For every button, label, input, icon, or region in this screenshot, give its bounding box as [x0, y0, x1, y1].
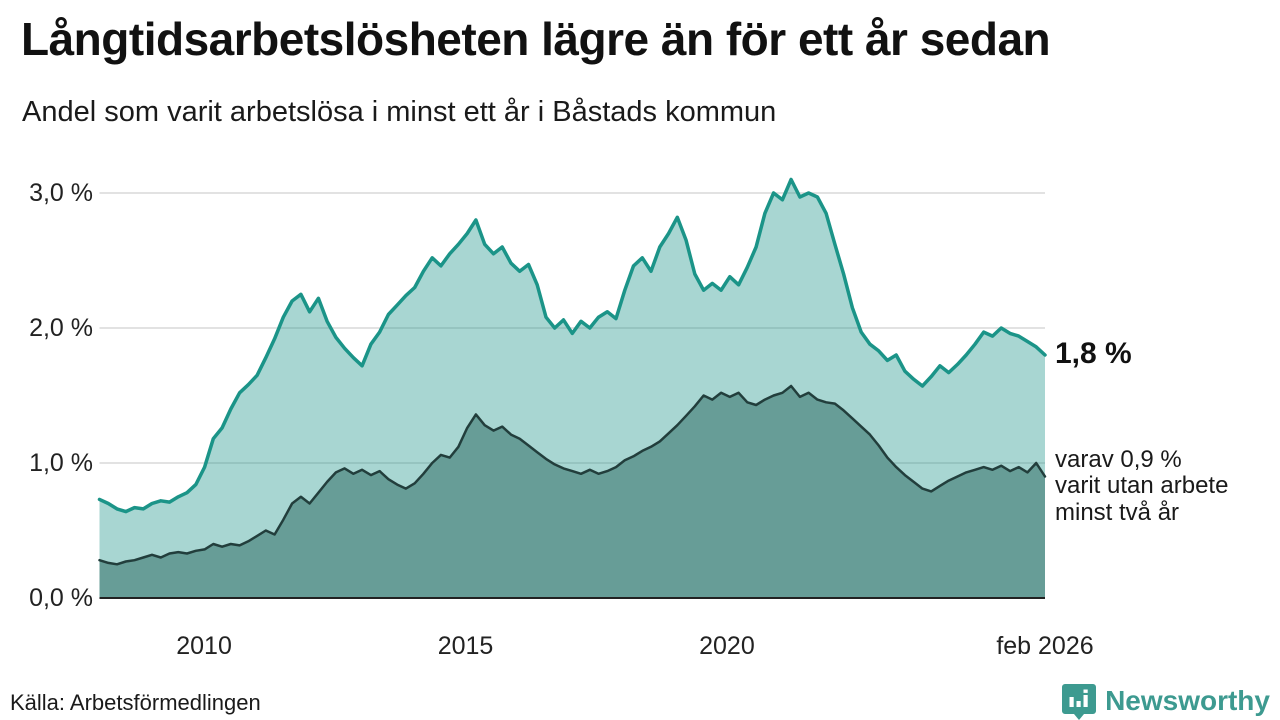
area-two-years-unemployed [99, 386, 1045, 598]
line-total-unemployed [97, 177, 1047, 514]
brand-logo-lockup: Newsworthy [1061, 682, 1270, 720]
y-tick-label: 1,0 % [29, 449, 93, 477]
source-attribution: Källa: Arbetsförmedlingen [10, 690, 261, 715]
page-title: Långtidsarbetslösheten lägre än för ett … [21, 13, 1051, 65]
x-tick-label: feb 2026 [996, 632, 1094, 660]
x-tick-label: 2020 [699, 632, 755, 660]
line-two-years-unemployed [98, 384, 1047, 566]
x-tick-label: 2010 [176, 632, 232, 660]
y-tick-label: 0,0 % [29, 584, 93, 612]
chart-subtitle: Andel som varit arbetslösa i minst ett å… [22, 96, 777, 128]
y-tick-label: 3,0 % [29, 179, 93, 207]
newsworthy-logo-icon [1061, 683, 1097, 720]
end-value-label-two-years: varav 0,9 % varit utan arbete minst två … [1055, 445, 1229, 526]
end-value-label-total: 1,8 % [1055, 337, 1132, 370]
brand-name: Newsworthy [1105, 685, 1270, 716]
x-tick-label: 2015 [437, 632, 494, 660]
y-tick-label: 2,0 % [29, 314, 93, 342]
